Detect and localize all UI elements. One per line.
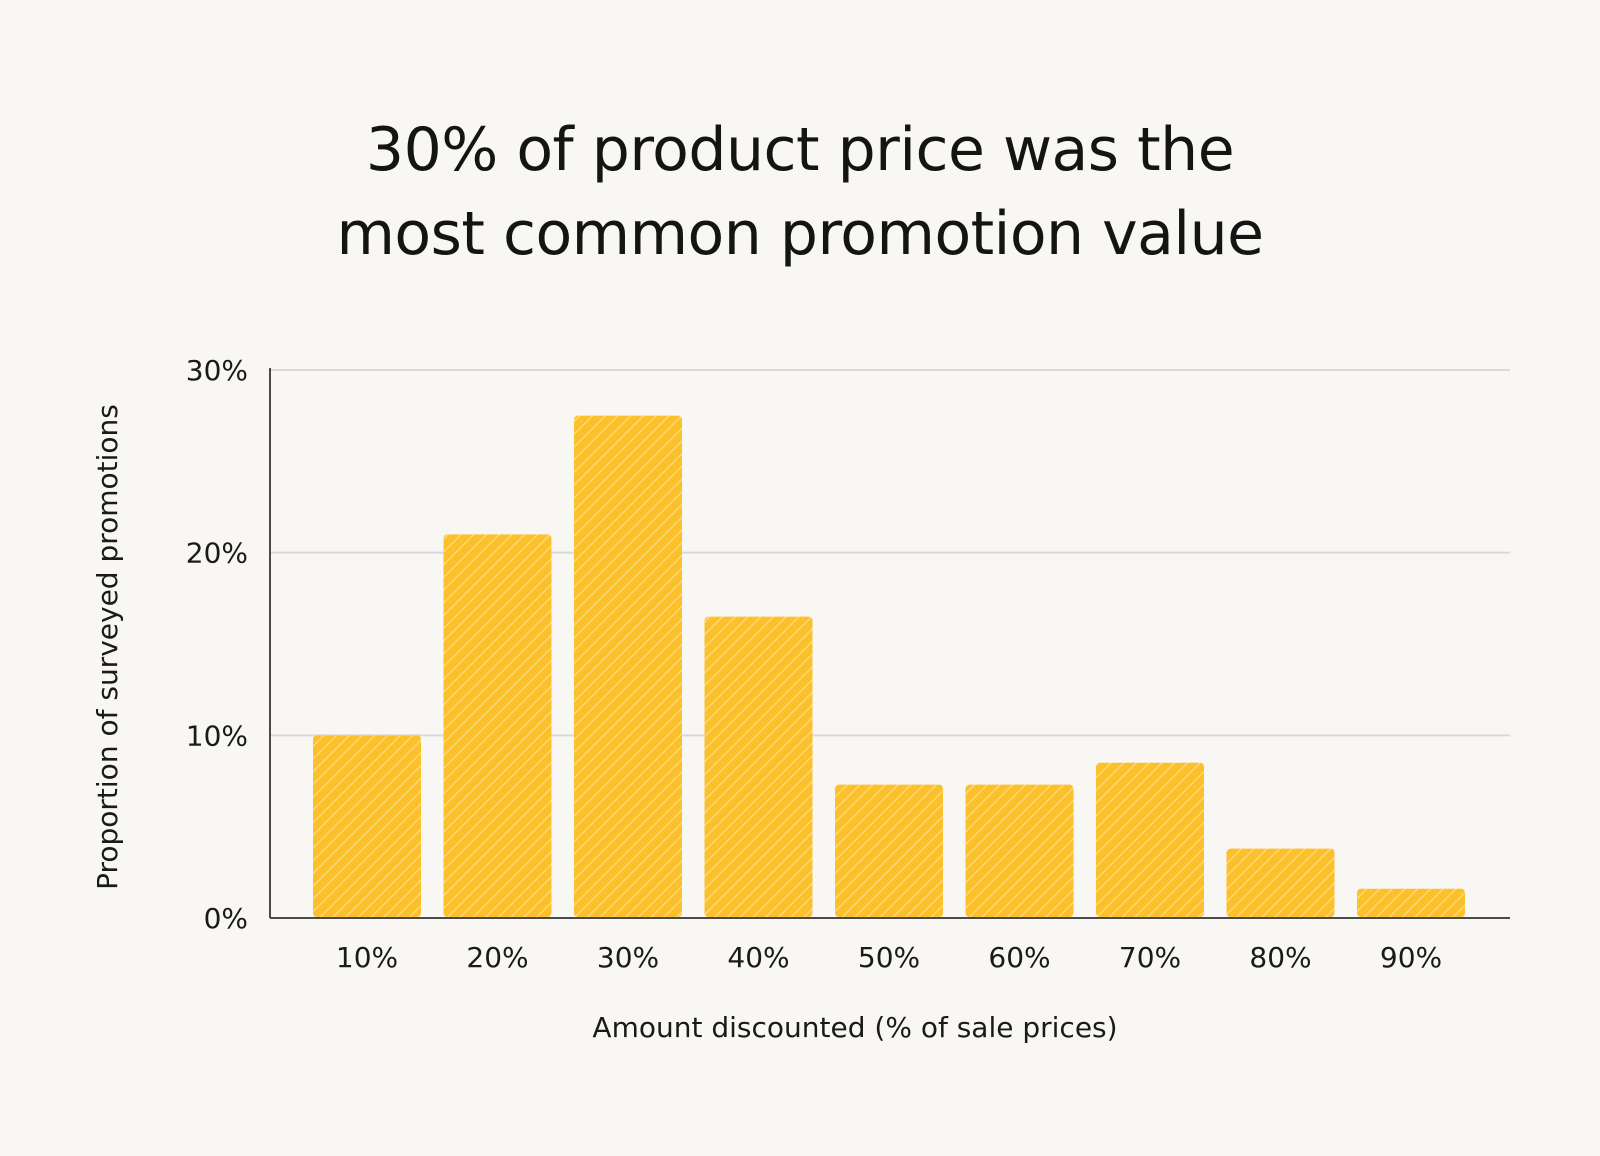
x-tick-label: 40% [727,941,789,974]
x-tick-label: 10% [336,941,398,974]
chart-title-line-1: 30% of product price was the [365,115,1235,185]
bar [313,735,421,917]
y-tick-label: 10% [186,719,248,752]
bar [1226,848,1335,917]
bars [313,415,1465,917]
x-tick-label: 60% [988,941,1050,974]
chart-title: 30% of product price was the most common… [0,108,1600,276]
y-tick-label: 20% [186,537,248,570]
bar [835,784,943,917]
y-tick-label: 30% [186,354,248,387]
x-tick-label: 90% [1380,941,1442,974]
x-tick-label: 80% [1249,941,1311,974]
chart-title-line-2: most common promotion value [336,199,1264,269]
bar [965,784,1074,917]
bar [574,415,682,917]
y-tick-label: 0% [204,902,248,935]
bar [1096,762,1204,917]
bar [443,534,552,917]
y-axis-title: Proportion of surveyed promotions [91,404,124,890]
bar [1357,888,1465,917]
x-tick-label: 70% [1119,941,1181,974]
bar [704,616,813,917]
x-tick-label: 50% [858,941,920,974]
x-axis-title: Amount discounted (% of sale prices) [592,1011,1117,1044]
x-tick-label: 20% [466,941,528,974]
axes: 0% 10% 20% 30% 10% 20% 30% 40% 50% 60% 70% 80% 90% [186,354,1510,974]
x-tick-label: 30% [597,941,659,974]
